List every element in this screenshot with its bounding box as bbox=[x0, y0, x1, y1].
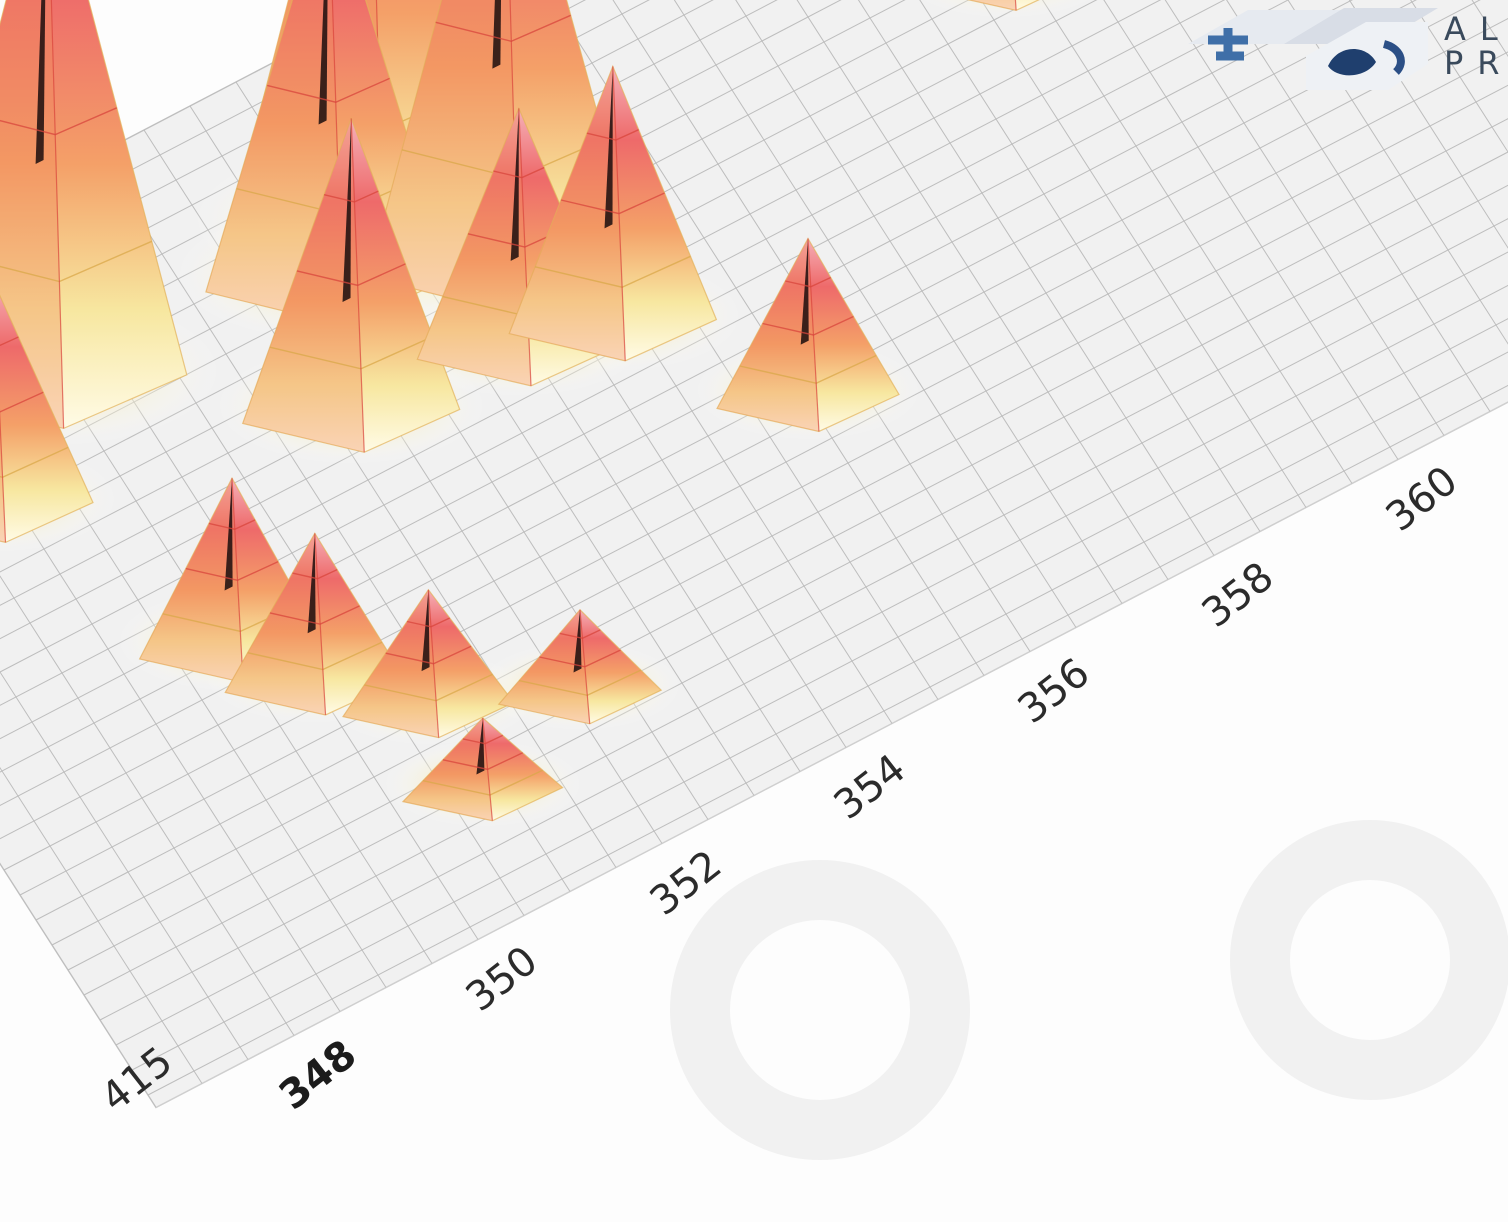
grid-line-y bbox=[131, 351, 1508, 1071]
grid-line-x bbox=[857, 0, 1215, 556]
peak-base-glow bbox=[919, 0, 1093, 19]
peak-ridge-line bbox=[612, 66, 626, 361]
surface-peak bbox=[342, 588, 515, 739]
peak-face-shade bbox=[403, 718, 493, 821]
peak-body bbox=[0, 294, 94, 544]
peak-ridge-line bbox=[518, 108, 532, 386]
peak-ridge-line bbox=[807, 238, 820, 432]
peak-face-shade bbox=[225, 533, 326, 715]
peak-crease bbox=[35, 0, 46, 164]
grid-line-x bbox=[1164, 0, 1445, 436]
peak-crease bbox=[224, 478, 233, 591]
peak-crease bbox=[604, 66, 613, 229]
peak-crease bbox=[307, 533, 316, 634]
peak-face-shade bbox=[969, 0, 1017, 11]
grid-line-x bbox=[673, 0, 1077, 628]
surface-peak bbox=[224, 532, 406, 716]
grid-line-x bbox=[551, 0, 985, 676]
watermark-ring bbox=[670, 860, 970, 1160]
peak-crease bbox=[573, 609, 582, 673]
grid-line-y bbox=[51, 184, 1508, 946]
grid-line-x bbox=[735, 0, 1123, 604]
peak-ridge-line bbox=[579, 609, 591, 724]
grid-line-y bbox=[0, 0, 970, 506]
grid-line-y bbox=[147, 384, 1508, 1096]
grid-line-x bbox=[1103, 0, 1399, 460]
peak-face-shade bbox=[242, 118, 365, 453]
grid-line-y bbox=[35, 151, 1508, 921]
peak-face-shade bbox=[417, 108, 531, 386]
grid-line-y bbox=[0, 0, 1034, 540]
peak-ridge-line bbox=[0, 408, 7, 543]
grid-line-x bbox=[0, 575, 295, 1036]
x-tick-label: 348 bbox=[271, 1031, 365, 1119]
surface-peak bbox=[716, 237, 900, 433]
peak-crease bbox=[342, 118, 352, 303]
peak-crease bbox=[318, 0, 328, 125]
peak-face-shade bbox=[0, 0, 64, 429]
peak-ridge-line bbox=[482, 717, 493, 821]
peak-body bbox=[241, 116, 461, 453]
peak-crease bbox=[476, 718, 485, 775]
peak-layer bbox=[0, 0, 1040, 822]
peak-mesh-line bbox=[0, 391, 44, 413]
grid-line-y bbox=[115, 318, 1508, 1046]
grid-line-x bbox=[1041, 0, 1353, 484]
peak-ridge-line bbox=[427, 589, 440, 738]
surface-peak bbox=[508, 64, 718, 362]
surface-peak bbox=[401, 717, 564, 822]
grid-line-y bbox=[99, 284, 1508, 1021]
peak-face-shade bbox=[139, 478, 244, 683]
x-tick-label: 360 bbox=[1378, 458, 1466, 541]
peak-crease bbox=[492, 0, 502, 69]
peak-crease bbox=[421, 589, 430, 672]
peak-crease bbox=[800, 238, 809, 345]
logo-line-1: AL bbox=[1444, 10, 1508, 48]
watermark-ring bbox=[1230, 820, 1508, 1100]
grid-line-x bbox=[980, 0, 1307, 508]
grid-line-x bbox=[796, 0, 1169, 580]
peak-body bbox=[508, 64, 718, 362]
logo-text: AL PR bbox=[1444, 12, 1508, 80]
company-logo bbox=[1188, 8, 1438, 90]
grid-line-y bbox=[67, 218, 1508, 971]
surface-peak bbox=[0, 0, 188, 430]
x-tick-label: 356 bbox=[1010, 650, 1098, 733]
grid-line-x bbox=[0, 862, 157, 1108]
x-tick-label: 350 bbox=[458, 938, 546, 1021]
grid-line-y bbox=[19, 118, 1508, 896]
surface-peak bbox=[241, 116, 461, 453]
grid-line-x bbox=[919, 0, 1261, 532]
peak-ridge-line bbox=[231, 478, 244, 683]
peak-ridge-line bbox=[50, 0, 65, 429]
surface-peak bbox=[966, 0, 1040, 11]
grid-line-x bbox=[0, 479, 341, 1012]
grid-line-y bbox=[83, 251, 1508, 996]
peak-ridge-line bbox=[350, 118, 365, 453]
peak-ridge-line bbox=[314, 533, 327, 715]
peak-face-shade bbox=[343, 589, 439, 738]
x-tick-label: 354 bbox=[826, 746, 914, 829]
peak-mesh-line bbox=[0, 336, 19, 347]
peak-body bbox=[966, 0, 1040, 11]
logo-line-2: PR bbox=[1444, 44, 1508, 82]
grid-line-y bbox=[0, 0, 1162, 606]
grid-line-y bbox=[0, 0, 1226, 640]
peak-crease bbox=[510, 108, 519, 261]
grid-line-x bbox=[0, 766, 203, 1084]
peak-face-shade bbox=[498, 609, 590, 724]
surface-peak bbox=[497, 608, 663, 725]
grid-line-x bbox=[1348, 0, 1508, 249]
peak-face-shade bbox=[509, 66, 626, 361]
surface-peak bbox=[0, 294, 94, 544]
grid-line-x bbox=[0, 671, 249, 1060]
peak-face-shade bbox=[717, 238, 819, 432]
x-tick-label: 358 bbox=[1194, 554, 1282, 637]
grid-line-y bbox=[0, 0, 1098, 573]
